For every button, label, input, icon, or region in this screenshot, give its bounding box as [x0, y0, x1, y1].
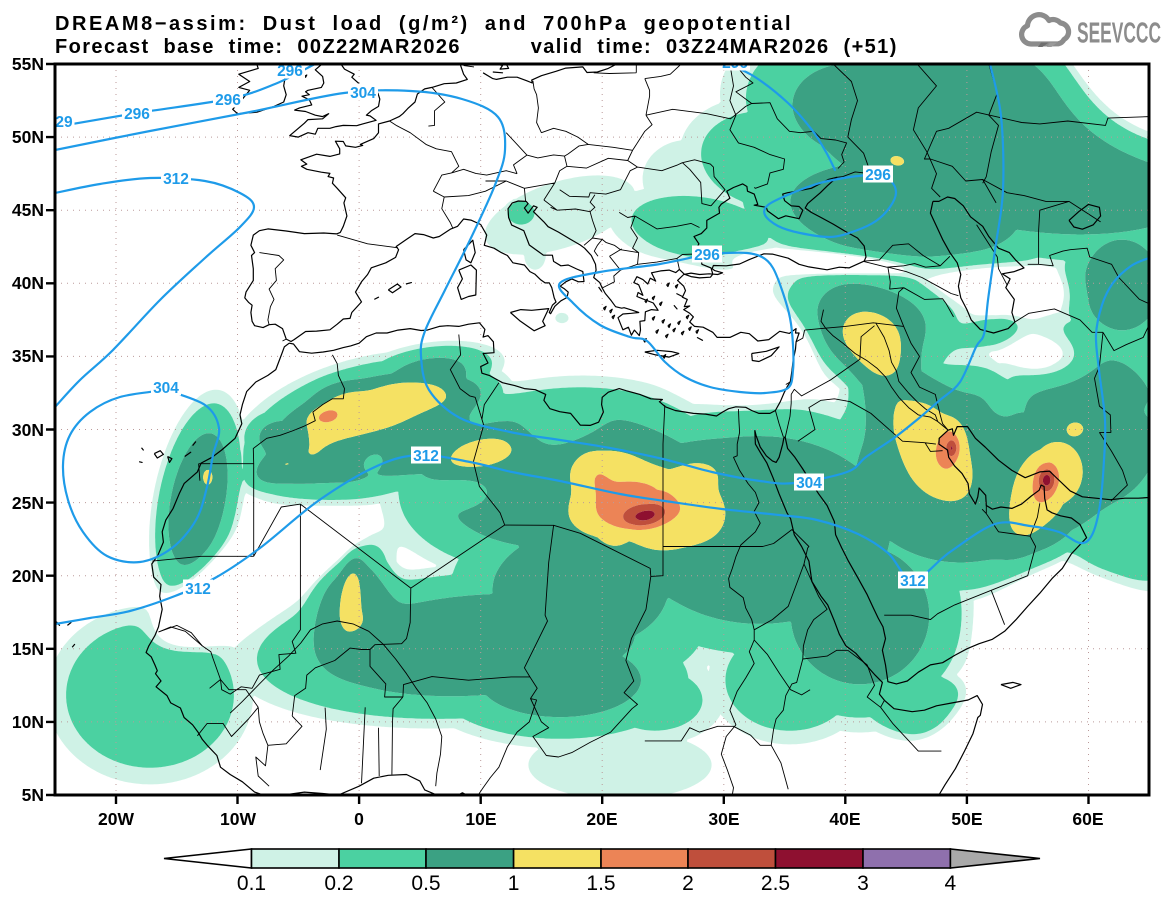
- svg-text:15N: 15N: [12, 639, 44, 659]
- svg-text:2: 2: [682, 872, 694, 895]
- svg-text:304: 304: [350, 85, 376, 102]
- svg-text:30N: 30N: [12, 420, 44, 440]
- svg-text:0.2: 0.2: [324, 872, 353, 895]
- svg-text:45N: 45N: [12, 200, 44, 220]
- svg-text:296: 296: [124, 106, 150, 123]
- svg-text:4: 4: [945, 872, 957, 895]
- svg-text:0.5: 0.5: [411, 872, 440, 895]
- svg-text:60E: 60E: [1072, 809, 1103, 829]
- svg-text:10W: 10W: [220, 809, 256, 829]
- svg-text:40E: 40E: [829, 809, 860, 829]
- svg-text:1: 1: [508, 872, 520, 895]
- svg-text:312: 312: [163, 171, 189, 188]
- svg-text:35N: 35N: [12, 346, 44, 366]
- svg-text:296: 296: [694, 247, 720, 264]
- svg-text:20E: 20E: [586, 809, 617, 829]
- svg-text:5N: 5N: [22, 785, 44, 805]
- svg-text:29: 29: [55, 114, 73, 131]
- svg-text:25N: 25N: [12, 493, 44, 513]
- svg-text:312: 312: [185, 581, 211, 598]
- svg-text:50N: 50N: [12, 127, 44, 147]
- svg-text:304: 304: [153, 380, 179, 397]
- svg-text:30E: 30E: [708, 809, 739, 829]
- svg-text:SEEVCCC: SEEVCCC: [1077, 18, 1161, 50]
- svg-text:20W: 20W: [98, 809, 134, 829]
- svg-text:20N: 20N: [12, 566, 44, 586]
- svg-text:296: 296: [277, 63, 303, 80]
- svg-text:296: 296: [865, 167, 891, 184]
- svg-text:DREAM8−assim: Dust load (g/m²): DREAM8−assim: Dust load (g/m²) and 700hP…: [55, 13, 793, 35]
- svg-text:304: 304: [796, 475, 822, 492]
- svg-text:10N: 10N: [12, 712, 44, 732]
- svg-text:312: 312: [900, 573, 926, 590]
- svg-text:Forecast base time: 00Z22MAR20: Forecast base time: 00Z22MAR2026 valid t…: [55, 36, 898, 58]
- svg-text:296: 296: [722, 55, 748, 72]
- svg-text:50E: 50E: [951, 809, 982, 829]
- svg-text:0: 0: [354, 809, 364, 829]
- svg-text:296: 296: [215, 92, 241, 109]
- svg-text:1.5: 1.5: [586, 872, 615, 895]
- svg-text:2.5: 2.5: [761, 872, 790, 895]
- svg-text:0.1: 0.1: [237, 872, 266, 895]
- svg-text:3: 3: [857, 872, 869, 895]
- svg-text:55N: 55N: [12, 54, 44, 74]
- svg-text:312: 312: [413, 448, 439, 465]
- svg-text:40N: 40N: [12, 273, 44, 293]
- svg-text:10E: 10E: [465, 809, 496, 829]
